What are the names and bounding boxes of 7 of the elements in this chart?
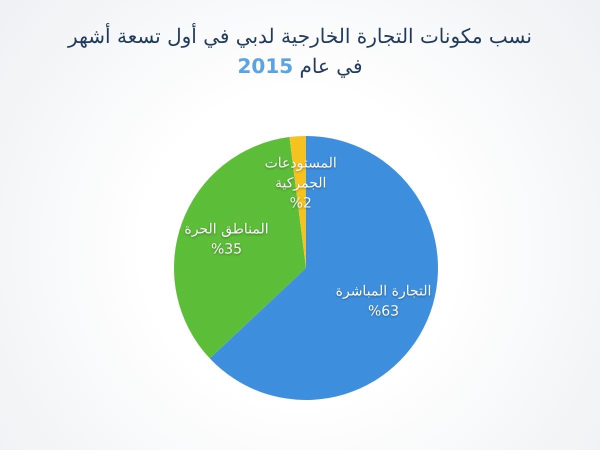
data-label: %35 (210, 241, 242, 258)
slice-label: التجارة المباشرة (336, 284, 432, 300)
chart-title: نسب مكونات التجارة الخارجية لدبي في أول تسعة أشهر (68, 24, 532, 48)
data-label: %2 (290, 196, 312, 212)
slice-label: المستودعات الجمركية (264, 156, 337, 192)
slice-label: المناطق الحرة (184, 221, 269, 238)
data-label: %63 (368, 304, 400, 320)
